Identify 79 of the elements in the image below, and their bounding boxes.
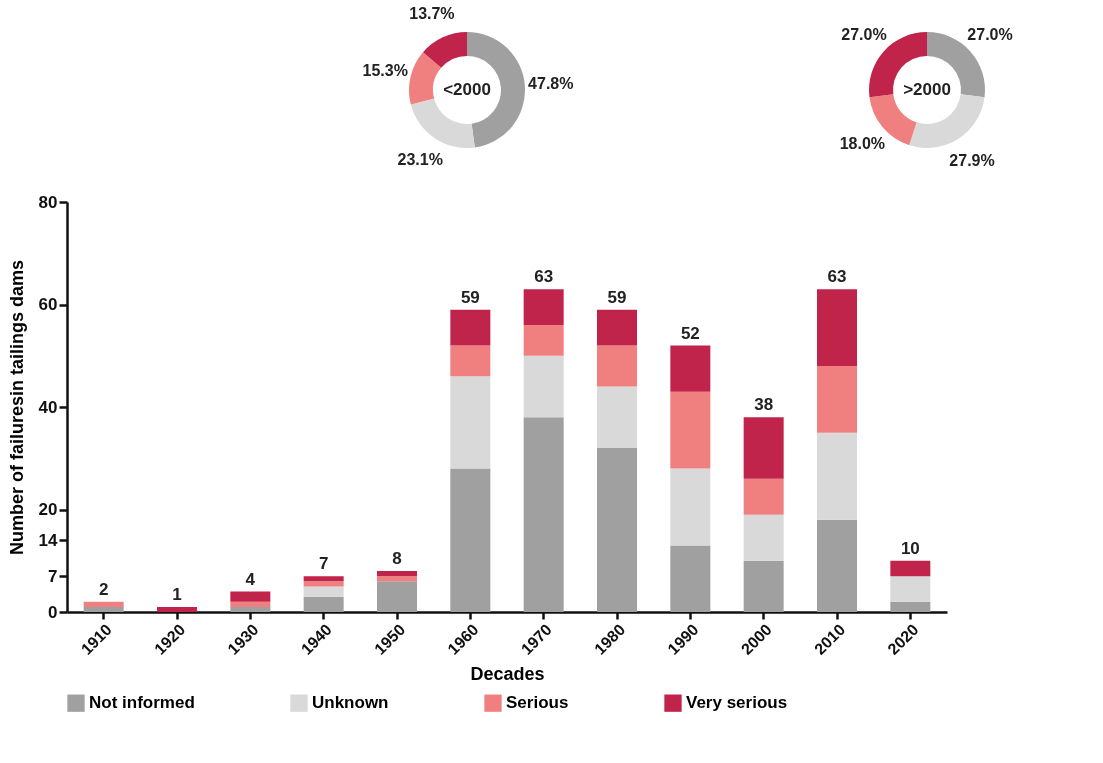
y-tick-label: 14 <box>38 530 59 550</box>
data-label: 23.1% <box>397 150 443 168</box>
bar <box>817 289 857 366</box>
bar <box>890 601 931 612</box>
bar <box>670 391 711 469</box>
bar <box>377 576 417 582</box>
bar <box>303 581 344 587</box>
y-tick-label: 0 <box>48 602 58 622</box>
legend-label: Very serious <box>686 693 788 713</box>
y-tick-label: 80 <box>38 192 58 212</box>
bar <box>303 586 344 597</box>
bar <box>83 606 124 612</box>
bar <box>450 345 491 377</box>
bar <box>450 468 491 612</box>
bar <box>230 601 271 607</box>
data-label: 18.0% <box>839 134 886 152</box>
bar <box>597 448 637 612</box>
data-label: 27.0% <box>967 25 1013 43</box>
legend-label: Serious <box>506 693 569 713</box>
total-label: 7 <box>318 554 329 574</box>
x-axis-title: Decades <box>470 663 545 684</box>
total-label: 63 <box>827 267 847 287</box>
data-label: 13.7% <box>409 4 455 22</box>
bar <box>743 417 784 479</box>
bar <box>670 468 711 546</box>
bar <box>597 309 637 346</box>
bar <box>597 386 637 448</box>
total-label: 8 <box>392 549 402 568</box>
bar <box>743 478 784 515</box>
donut-slice <box>909 94 985 148</box>
bar <box>157 606 197 612</box>
bar <box>890 576 931 602</box>
bar <box>377 571 417 577</box>
donut-slice <box>422 32 467 68</box>
donut-slice <box>410 98 475 148</box>
y-tick-label: 40 <box>38 397 58 417</box>
bar <box>83 601 124 607</box>
text: >2000 <box>903 80 951 99</box>
total-label: 4 <box>245 569 256 589</box>
bar <box>303 596 344 612</box>
bar <box>817 366 857 433</box>
bar <box>670 545 711 612</box>
total-label: 59 <box>607 287 627 307</box>
y-tick-label: 60 <box>38 295 58 314</box>
bar <box>817 432 857 520</box>
bar <box>523 355 564 418</box>
total-label: 38 <box>754 395 774 415</box>
bar <box>230 591 271 602</box>
legend-label: Not informed <box>89 693 195 713</box>
y-tick-label: 20 <box>38 500 58 519</box>
data-label: 47.8% <box>528 75 574 93</box>
y-tick-label: 7 <box>48 566 58 586</box>
y-axis-title: Number of failuresin tailings dams <box>6 259 27 556</box>
bar <box>743 560 784 612</box>
total-label: 1 <box>172 584 182 604</box>
data-label: 27.0% <box>841 25 887 43</box>
bar <box>743 514 784 561</box>
bar <box>450 376 491 469</box>
data-label: 15.3% <box>362 62 408 80</box>
bar <box>230 606 271 612</box>
total-label: 63 <box>534 267 554 287</box>
bar <box>303 576 344 582</box>
donut-slice <box>409 52 442 105</box>
total-label: 10 <box>900 538 920 558</box>
bar <box>890 560 931 577</box>
bar <box>597 345 637 387</box>
legend-label: Unknown <box>312 693 389 713</box>
total-label: 2 <box>98 579 109 599</box>
bar <box>523 325 564 356</box>
text: <2000 <box>443 80 491 99</box>
bar <box>817 519 857 612</box>
bar <box>523 417 564 612</box>
bar <box>670 345 711 392</box>
total-label: 59 <box>460 287 480 307</box>
data-label: 27.9% <box>949 151 995 169</box>
total-label: 52 <box>680 323 700 343</box>
bar <box>450 309 491 346</box>
bar <box>377 581 417 612</box>
bar <box>523 289 564 325</box>
